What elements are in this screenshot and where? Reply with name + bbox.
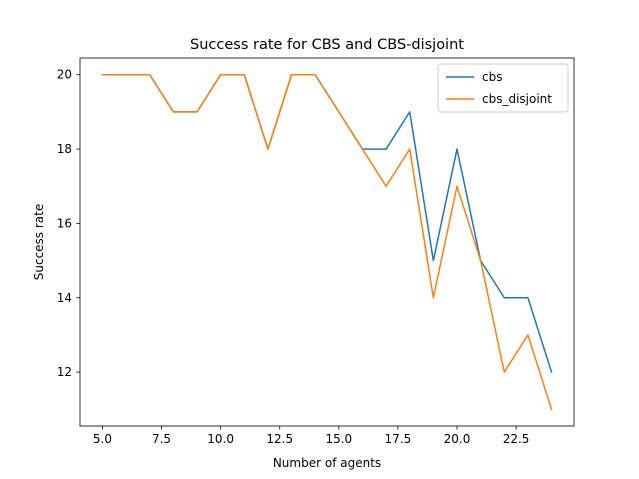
series-layer (101, 73, 553, 411)
y-tick-label: 12 (57, 365, 72, 379)
x-tick-label: 12.5 (266, 432, 293, 446)
y-axis-label: Success rate (32, 204, 46, 281)
legend-box (437, 63, 569, 113)
series-line-cbs-disjoint (101, 73, 553, 411)
x-tick-label: 15.0 (325, 432, 352, 446)
chart-title: Success rate for CBS and CBS-disjoint (190, 37, 464, 53)
x-tick-label: 5.0 (93, 432, 112, 446)
series-line-cbs (101, 73, 553, 374)
y-tick-label: 16 (57, 216, 72, 230)
legend: cbs cbs_disjoint (437, 63, 569, 113)
axes-layer: 5.0 7.5 10.0 12.5 15.0 17.5 20.0 22.5 12 14 16 18 20 (57, 57, 575, 446)
x-tick-label: 10.0 (207, 432, 234, 446)
x-tick-label: 20.0 (444, 432, 471, 446)
legend-label-cbs: cbs (482, 70, 502, 84)
x-tick-label: 17.5 (385, 432, 412, 446)
axes-frame (79, 57, 575, 427)
y-tick-label: 14 (57, 291, 72, 305)
x-axis-label: Number of agents (273, 456, 381, 470)
y-tick-label: 20 (57, 68, 72, 82)
legend-label-cbs-disjoint: cbs_disjoint (482, 92, 552, 106)
x-tick-label: 7.5 (152, 432, 171, 446)
x-tick-label: 22.5 (503, 432, 530, 446)
y-tick-label: 18 (57, 142, 72, 156)
